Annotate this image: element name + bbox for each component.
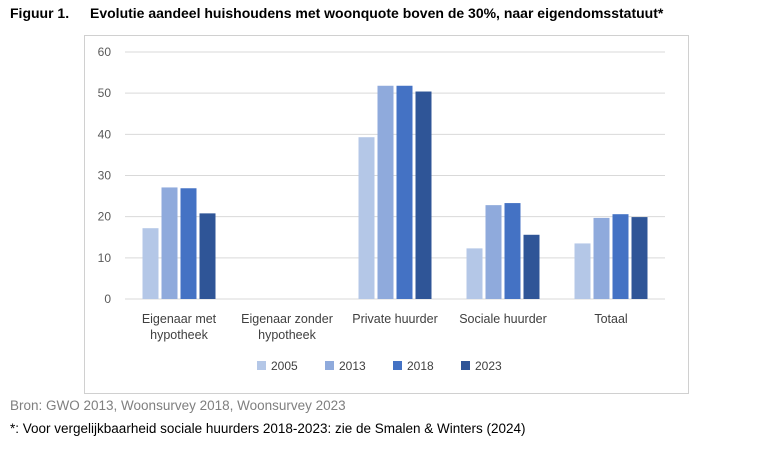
figure-number: Figuur 1. [10,5,70,21]
bar [466,248,483,299]
category-label: Sociale huurder [459,312,547,326]
category-label: Totaal [594,312,627,326]
legend-label: 2005 [271,359,298,373]
chart-frame [84,35,689,394]
bar [631,217,648,299]
bar [574,243,591,299]
y-tick-label: 20 [98,210,112,224]
y-tick-label: 0 [104,292,111,306]
bar [523,234,540,299]
category-label: hypotheek [258,328,316,342]
bar [142,228,159,299]
source-text: Bron: GWO 2013, Woonsurvey 2018, Woonsur… [10,398,346,413]
category-label: hypotheek [150,328,208,342]
category-label: Eigenaar zonder [241,312,333,326]
bar [180,188,197,299]
bar [377,85,394,299]
bar [199,213,216,299]
y-tick-label: 60 [98,45,112,59]
legend-swatch [393,361,402,370]
legend-label: 2018 [407,359,434,373]
bar [485,205,502,299]
figure-title-text: Evolutie aandeel huishoudens met woonquo… [90,5,664,21]
bar [593,217,610,299]
legend-swatch [325,361,334,370]
y-tick-label: 30 [98,169,112,183]
bar [504,203,521,299]
bar [358,137,375,299]
y-tick-label: 10 [98,251,112,265]
figure-title: Figuur 1. Evolutie aandeel huishoudens me… [10,5,663,21]
category-label: Eigenaar met [142,312,217,326]
bar [161,187,178,299]
bar [612,214,629,299]
bar [415,91,432,300]
y-tick-label: 50 [98,86,112,100]
legend-swatch [257,361,266,370]
legend-label: 2023 [475,359,502,373]
footnote-text: *: Voor vergelijkbaarheid sociale huurde… [10,421,526,436]
legend-swatch [461,361,470,370]
bar [396,85,413,299]
y-tick-label: 40 [98,127,112,141]
category-label: Private huurder [352,312,437,326]
legend-label: 2013 [339,359,366,373]
